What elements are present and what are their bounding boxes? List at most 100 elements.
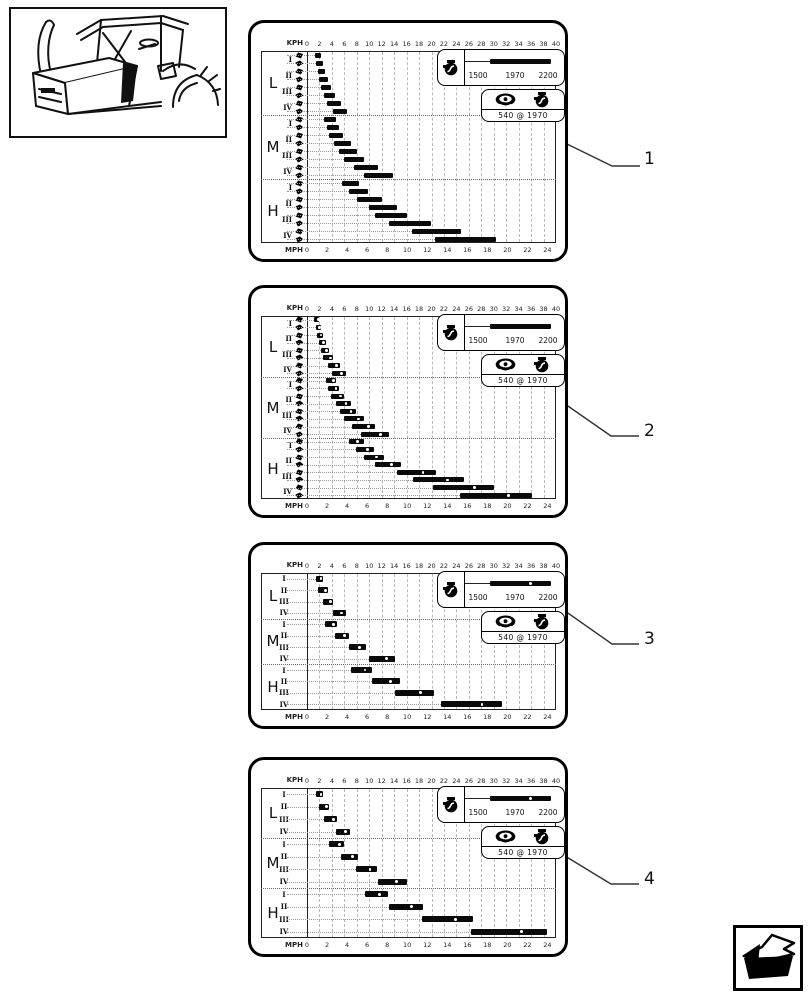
mph-tick: 20 [503,502,512,510]
speed-bar [342,180,359,186]
gear-label-L-III: III [279,814,289,824]
gear-label-M-III: III [282,150,292,160]
legend-rpm-label: 1500 [468,808,488,817]
kph-tick: 12 [377,777,386,785]
gridline [543,789,545,937]
mph-tick: 20 [503,941,512,949]
gridline [443,574,445,709]
tractor-illustration [9,7,227,138]
gridline [331,789,333,937]
axis-zero-line [307,51,308,243]
row-leader-line [287,590,319,592]
speed-bar [377,878,407,885]
gridline [381,52,383,242]
kph-tick: 28 [477,40,486,48]
engine-icon [442,324,460,341]
kph-tick: 18 [414,40,424,48]
kph-tick: 24 [452,40,461,48]
rated-speed-dot [334,387,338,390]
rated-speed-dot [384,657,388,661]
gridline [394,574,396,709]
chart-panel-1: KPH 0 2 4 6 8 10 12 14 16 18 20 22 24 26 28 30 32 34 36 38 40… [248,20,568,262]
kph-tick: 36 [526,562,536,570]
row-leader-line [287,449,357,451]
kph-tick: 26 [464,562,473,570]
callout-number-1: 1 [644,149,655,169]
gear-label-L-III: III [279,597,289,607]
gear-label-H-III: III [279,688,289,698]
gridline [406,317,408,498]
mph-tick: 24 [543,246,552,254]
row-leader-line [287,388,329,390]
row-leader-line [287,457,364,459]
legend-scale-line [465,326,490,327]
gear-label-H-II: II [280,676,288,686]
kph-tick: 32 [502,305,511,313]
legend-divider [482,374,564,375]
gear-label-L-IV: IV [279,608,289,618]
row-leader-line [287,63,317,64]
row-leader-line [287,919,422,921]
mph-tick: 0 [304,502,310,510]
gridline [518,317,520,498]
row-leader-line [287,418,345,420]
gridline [419,52,421,242]
speed-bar [339,148,357,154]
gridline [356,317,358,498]
rated-speed-dot [480,702,484,706]
engine-icon [533,92,551,108]
legend-rpm-label: 2200 [538,336,558,345]
gridline [406,574,408,709]
kph-tick: 22 [439,562,449,570]
row-leader-line [287,143,335,144]
legend-rpm-box: 1500 1970 2200 [437,49,565,86]
speed-bar [339,408,357,414]
kph-tick: 22 [439,40,449,48]
mph-tick: 8 [385,713,390,721]
page-nav-box [733,925,803,991]
row-leader-line [287,167,354,168]
kph-tick: 16 [402,562,411,570]
legend-engine-cell [438,572,465,607]
speed-bar [318,587,328,594]
speed-bar [324,116,337,122]
axis-zero-line [307,573,308,710]
mph-axis-label: MPH [285,941,303,949]
gridline [419,574,421,709]
mph-tick: 12 [423,941,432,949]
gridline [481,52,483,242]
mph-tick: 6 [365,713,370,721]
row-leader-line [287,151,340,152]
rated-speed-dot [339,394,342,398]
gridline [543,52,545,242]
legend-rpm-box: 1500 1970 2200 [437,786,565,823]
kph-tick: 8 [354,777,359,785]
kph-tick: 2 [317,562,322,570]
gridline [443,789,445,937]
legend-engine-cell [438,315,465,350]
kph-tick: 6 [342,562,347,570]
legend-pto-text: 540 @ 1970 [498,376,548,385]
kph-tick: 10 [365,305,374,313]
rated-speed-dot [340,371,343,375]
mph-tick: 24 [543,502,552,510]
group-separator [261,664,556,666]
row-leader-line [287,670,352,672]
kph-tick: 2 [317,40,322,48]
row-leader-line [287,111,333,112]
gridline [493,317,495,498]
kph-tick: 16 [402,777,411,785]
mph-axis-label: MPH [285,246,303,254]
rated-speed-dot [356,417,360,421]
gear-label-H-IV: IV [279,699,289,709]
rated-speed-dot [322,341,326,345]
row-leader-line [287,881,378,883]
group-label-L: L [268,586,278,605]
rated-speed-dot [349,409,353,413]
gridline [443,317,445,498]
mph-tick: 20 [503,246,512,254]
row-leader-line [287,403,336,405]
kph-tick: 4 [329,777,334,785]
kph-tick: 18 [414,305,424,313]
speed-bar [348,188,368,194]
